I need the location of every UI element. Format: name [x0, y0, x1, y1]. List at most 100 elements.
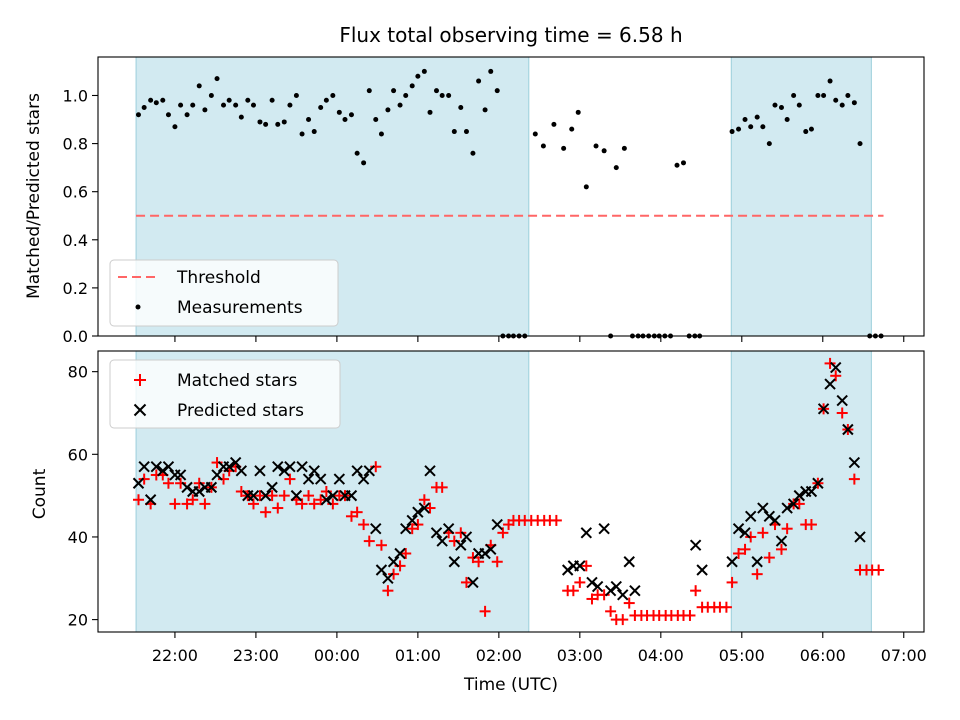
predicted-star-point: [610, 580, 622, 593]
measurement-point: [476, 78, 482, 84]
measurement-point: [196, 83, 202, 89]
predicted-star-point: [394, 547, 406, 560]
predicted-star-point: [400, 522, 412, 535]
measurement-point: [601, 148, 607, 154]
matched-star-point: [254, 490, 266, 502]
matched-star-point: [187, 494, 199, 506]
matched-star-point: [623, 597, 635, 609]
predicted-star-point: [211, 469, 223, 481]
measurement-point: [214, 76, 220, 82]
predicted-star-point: [442, 522, 455, 535]
predicted-star-point: [739, 527, 751, 539]
measurement-point: [148, 97, 154, 103]
top-y-axis-ticks: 0.0 0.2 0.4 0.6 0.8 1.0: [63, 86, 98, 346]
predicted-star-point: [617, 589, 629, 601]
measurement-point: [153, 100, 159, 106]
matched-star-point: [720, 601, 732, 613]
measurement-point: [821, 92, 827, 98]
predicted-star-point: [726, 556, 738, 568]
matched-star-point: [830, 370, 842, 382]
measurement-point: [494, 88, 500, 94]
predicted-star-point: [836, 394, 848, 407]
measurement-point: [439, 92, 445, 98]
matched-star-point: [467, 552, 479, 564]
bottom-panel: 20 40 60 80 22:00 23:00 00:00 01:00 02:00 03:00 0…: [30, 350, 927, 695]
predicted-star-point: [351, 465, 363, 477]
legend-matched-swatch: [134, 374, 146, 386]
measurement-point: [421, 68, 427, 74]
bottom-y-axis-ticks: 20 40 60 80: [68, 363, 98, 630]
legend-predicted-swatch: [133, 403, 147, 417]
predicted-star-point: [485, 543, 497, 556]
matched-star-point: [363, 535, 375, 547]
measurement-point: [306, 117, 312, 123]
measurement-point: [245, 97, 251, 103]
matched-star-point: [455, 527, 467, 539]
y-tick-label: 0.8: [63, 135, 88, 154]
top-panel: 0.0 0.2 0.4 0.6 0.8 1.0 Matched/Predicted sta…: [24, 56, 925, 346]
measurement-point: [446, 92, 452, 98]
y-tick-label: 0.0: [63, 327, 88, 346]
chart-title: Flux total observing time = 6.58 h: [339, 23, 682, 47]
matched-star-point: [793, 498, 805, 510]
measurement-point: [796, 102, 802, 108]
measurement-point: [470, 150, 476, 156]
matched-star-point: [284, 473, 296, 485]
predicted-star-point: [272, 460, 284, 473]
matched-star-point: [491, 556, 503, 568]
measurement-point: [784, 117, 790, 123]
matched-star-point: [684, 609, 696, 621]
predicted-star-point: [455, 539, 467, 551]
measurement-point: [378, 131, 384, 137]
predicted-star-point: [320, 494, 333, 506]
predicted-star-point: [223, 460, 235, 473]
matched-star-point: [739, 543, 751, 555]
predicted-star-point: [424, 465, 436, 477]
matched-star-point: [586, 593, 598, 605]
measurement-point: [323, 97, 329, 103]
predicted-star-point: [235, 465, 248, 477]
predicted-star-point: [284, 460, 296, 473]
measurement-point: [238, 114, 244, 120]
predicted-star-point: [327, 489, 339, 502]
predicted-star-point: [406, 514, 418, 527]
predicted-star-point: [574, 560, 586, 572]
predicted-star-point: [174, 469, 187, 481]
matched-star-point: [775, 543, 787, 555]
measurement-point: [226, 97, 232, 103]
predicted-star-point: [787, 498, 800, 510]
measurement-point: [135, 112, 141, 118]
measurement-point: [299, 131, 305, 137]
matched-star-point: [751, 568, 763, 580]
predicted-star-point: [363, 465, 375, 477]
top-axes-frame: [97, 56, 925, 337]
measurement-point: [463, 129, 469, 135]
measurement-point: [263, 121, 269, 127]
measurement-point: [275, 121, 281, 127]
predicted-star-point: [266, 481, 278, 494]
measurement-point: [391, 88, 397, 94]
x-tick-label: 22:00: [152, 646, 198, 665]
predicted-star-point: [436, 535, 448, 547]
measurement-point: [815, 92, 821, 98]
measurement-point: [857, 141, 863, 147]
matched-star-point: [757, 527, 769, 539]
measurement-point: [561, 145, 567, 151]
top-legend-box: [109, 259, 339, 327]
predicted-star-point: [623, 556, 635, 568]
measurement-point: [532, 131, 538, 137]
legend-predicted-label: Predicted stars: [177, 401, 304, 421]
predicted-star-point: [308, 465, 320, 477]
measurement-point: [250, 102, 256, 108]
predicted-star-point: [812, 477, 824, 489]
measurement-point: [742, 117, 748, 123]
y-tick-label: 0.2: [63, 279, 88, 298]
predicted-star-point: [144, 494, 157, 506]
matched-star-point: [781, 523, 793, 535]
top-y-axis-label: Matched/Predicted stars: [24, 93, 44, 299]
measurement-point: [451, 129, 457, 135]
matched-star-point: [436, 481, 448, 493]
matched-star-point: [580, 560, 592, 572]
measurement-point: [833, 97, 839, 103]
predicted-star-point: [150, 460, 163, 473]
